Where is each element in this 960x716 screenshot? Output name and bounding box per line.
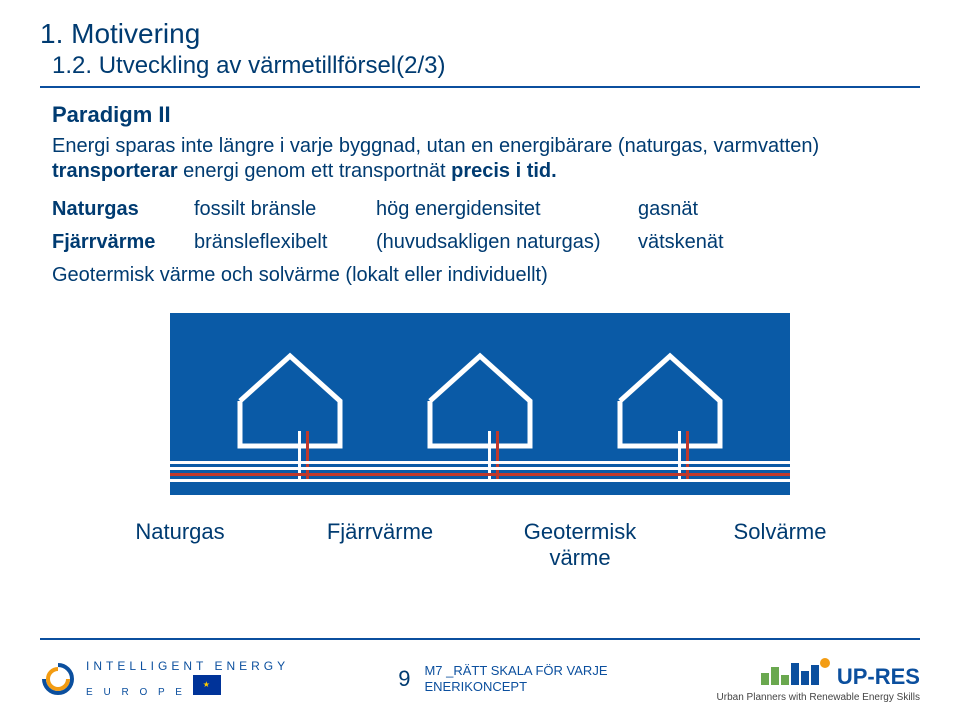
riser-pipe <box>298 431 301 479</box>
paradigm-heading: Paradigm II <box>52 102 920 128</box>
pipe-line <box>170 467 790 470</box>
pipe-line <box>170 473 790 476</box>
divider-bottom <box>40 638 920 640</box>
row1-c4: vätskenät <box>638 231 724 254</box>
house-icon <box>230 341 350 449</box>
riser-pipe <box>488 431 491 479</box>
ie-line2-text: E U R O P E <box>86 687 186 698</box>
pipe-line <box>170 461 790 464</box>
house-icon <box>610 341 730 449</box>
city-skyline-icon <box>761 655 831 690</box>
upres-text: UP-RES <box>837 664 920 690</box>
diagram-captions: Naturgas Fjärrvärme Geotermisk värme Sol… <box>40 519 920 571</box>
paragraph: Energi sparas inte längre i varje byggna… <box>52 134 912 184</box>
riser-pipe <box>678 431 681 479</box>
para-bold-1: transporterar <box>52 160 178 182</box>
riser-pipe <box>496 431 499 479</box>
row1-c3: (huvudsakligen naturgas) <box>376 231 616 254</box>
ie-line2: E U R O P E <box>86 675 289 699</box>
ie-line1: INTELLIGENT ENERGY <box>86 659 289 675</box>
module-line2: ENERIKONCEPT <box>424 679 607 695</box>
geo-solar-line: Geotermisk värme och solvärme (lokalt el… <box>52 264 920 287</box>
pipe-line <box>170 479 790 482</box>
para-text-1: Energi sparas inte längre i varje byggna… <box>52 135 819 157</box>
upres-tagline: Urban Planners with Renewable Energy Ski… <box>717 692 920 703</box>
para-text-2: energi genom ett transportnät <box>178 160 452 182</box>
content-block: Paradigm II Energi sparas inte längre i … <box>40 102 920 287</box>
para-bold-2: precis i tid. <box>451 160 557 182</box>
riser-pipe <box>306 431 309 479</box>
ie-logo-text: INTELLIGENT ENERGY E U R O P E <box>86 659 289 699</box>
row0-c4: gasnät <box>638 198 698 221</box>
row0-c1: Naturgas <box>52 198 172 221</box>
row1-c1: Fjärrvärme <box>52 231 172 254</box>
house-icon <box>420 341 540 449</box>
row0-c3: hög energidensitet <box>376 198 616 221</box>
riser-pipe <box>686 431 689 479</box>
caption-naturgas: Naturgas <box>115 519 245 571</box>
caption-geo-l2: värme <box>549 545 610 570</box>
module-line1: M7 _RÄTT SKALA FÖR VARJE <box>424 663 607 679</box>
table-row: Naturgas fossilt bränsle hög energidensi… <box>52 198 920 221</box>
footer: INTELLIGENT ENERGY E U R O P E 9 M7 _RÄT… <box>0 650 960 716</box>
divider-top <box>40 86 920 88</box>
slide-subtitle: 1.2. Utveckling av värmetillförsel(2/3) <box>52 52 920 80</box>
caption-fjarrvarme: Fjärrvärme <box>315 519 445 571</box>
intelligent-energy-logo: INTELLIGENT ENERGY E U R O P E <box>40 659 289 699</box>
row0-c2: fossilt bränsle <box>194 198 354 221</box>
ie-swirl-icon <box>40 661 76 697</box>
eu-flag-icon <box>193 675 221 695</box>
row1-c2: bränsleflexibelt <box>194 231 354 254</box>
module-label: M7 _RÄTT SKALA FÖR VARJE ENERIKONCEPT <box>424 663 607 694</box>
houses-diagram <box>170 313 790 495</box>
footer-center: 9 M7 _RÄTT SKALA FÖR VARJE ENERIKONCEPT <box>398 663 607 694</box>
caption-geotermisk: Geotermisk värme <box>515 519 645 571</box>
table-row: Fjärrvärme bränsleflexibelt (huvudsaklig… <box>52 231 920 254</box>
caption-solvarme: Solvärme <box>715 519 845 571</box>
caption-geo-l1: Geotermisk <box>524 519 636 544</box>
upres-logo-block: UP-RES Urban Planners with Renewable Ene… <box>717 655 920 703</box>
page-number: 9 <box>398 666 410 692</box>
slide: 1. Motivering 1.2. Utveckling av värmeti… <box>0 0 960 716</box>
slide-title: 1. Motivering <box>40 18 920 50</box>
upres-logo: UP-RES <box>717 655 920 690</box>
